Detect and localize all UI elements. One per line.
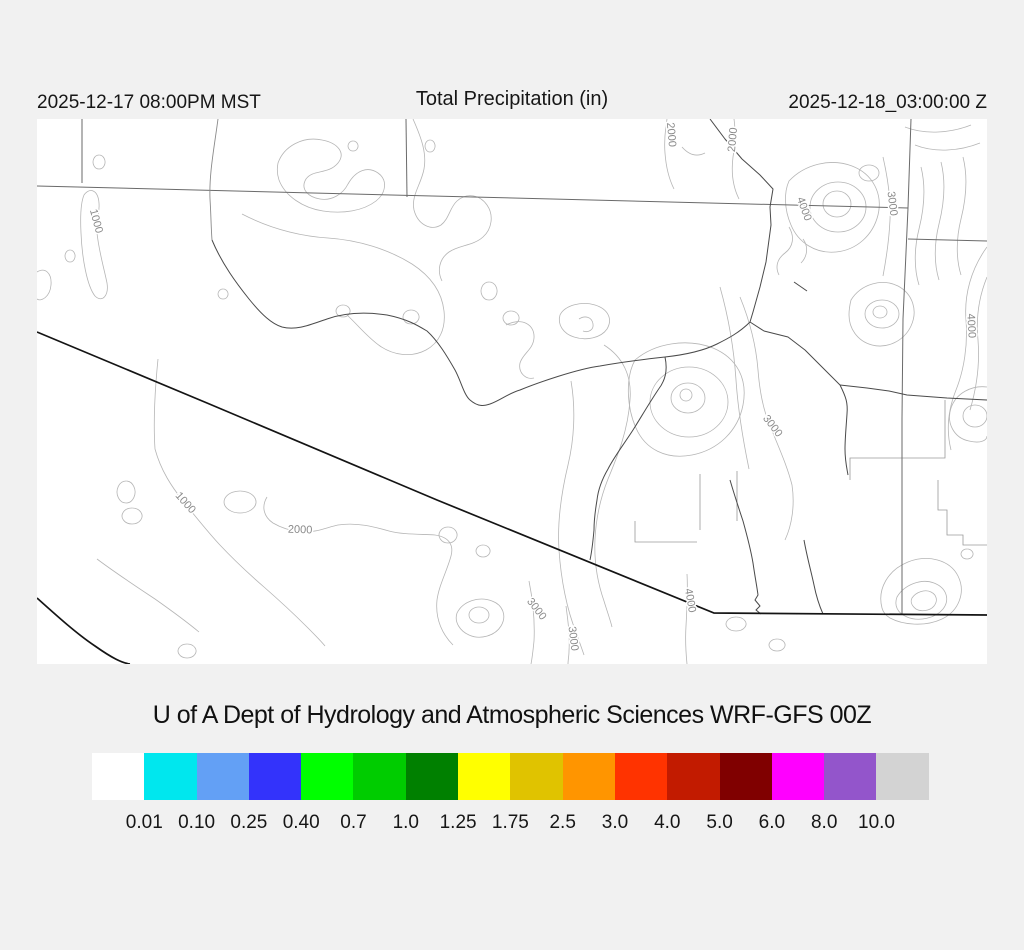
contour-label: 2000 <box>726 127 740 152</box>
colorbar-tick-label: 1.25 <box>439 812 477 833</box>
contour-label: 3000 <box>566 626 581 652</box>
colorbar-tick-label: 1.75 <box>491 812 529 833</box>
county-lines <box>634 400 987 546</box>
caption: U of A Dept of Hydrology and Atmospheric… <box>152 701 872 729</box>
colorbar <box>92 753 929 800</box>
colorbar-swatch <box>92 753 145 800</box>
colorbar-swatch <box>771 753 825 800</box>
contour-label: 3000 <box>524 596 549 623</box>
colorbar-tick-label: 0.10 <box>178 812 216 833</box>
state-borders <box>37 119 987 615</box>
colorbar-tick-label: 0.7 <box>340 812 367 833</box>
colorbar-tick-label: 4.0 <box>654 812 681 833</box>
contour-label: 1000 <box>87 208 105 235</box>
colorbar-tick-label: 6.0 <box>758 812 786 833</box>
init-time-label: 2025-12-17 08:00PM MST <box>37 92 261 113</box>
colorbar-swatch <box>196 753 249 800</box>
colorbar-swatch <box>458 753 511 800</box>
contour-label: 1000 <box>173 490 198 516</box>
plot-title: Total Precipitation (in) <box>415 88 609 110</box>
precip-map: 1000 1000 2000 2000 2000 4000 3000 4000 3000 3000… <box>37 119 987 664</box>
precip-map-canvas: 1000 1000 2000 2000 2000 4000 3000 4000 3000 3000… <box>37 119 987 664</box>
colorbar-tick-label: 8.0 <box>810 812 838 833</box>
colorbar-swatch <box>301 753 354 800</box>
colorbar-tick-label: 0.40 <box>282 812 320 833</box>
contour-label: 4000 <box>964 313 977 338</box>
colorbar-swatch <box>876 753 929 800</box>
valid-time-label: 2025-12-18_03:00:00 Z <box>788 92 987 113</box>
colorbar-swatch <box>562 753 615 800</box>
colorbar-swatch <box>353 753 406 800</box>
colorbar-tick-label: 5.0 <box>706 812 733 833</box>
contour-label: 4000 <box>794 195 814 222</box>
colorbar-swatch <box>667 753 720 800</box>
colorbar-tick-label: 0.01 <box>125 812 163 833</box>
colorbar-swatch <box>248 753 302 800</box>
colorbar-swatch <box>614 753 668 800</box>
colorbar-swatch <box>510 753 563 800</box>
colorbar-tick-label: 1.0 <box>392 812 420 833</box>
contour-label: 3000 <box>885 191 900 217</box>
colorbar-tick-label: 3.0 <box>601 812 629 833</box>
colorbar-ticks: 0.01 0.10 0.25 0.40 0.7 1.0 1.25 1.75 2.5 3.0 4.0 5… <box>92 812 929 836</box>
rivers <box>209 119 987 615</box>
colorbar-tick-label: 0.25 <box>230 812 268 833</box>
contour-label: 4000 <box>682 587 698 613</box>
colorbar-tick-label: 10.0 <box>858 812 895 833</box>
contour-label: 2000 <box>664 122 678 147</box>
colorbar-swatch <box>144 753 197 800</box>
colorbar-swatch <box>824 753 877 800</box>
colorbar-swatch <box>405 753 459 800</box>
international-border <box>37 331 987 664</box>
contour-labels: 1000 1000 2000 2000 2000 4000 3000 4000 3000 3000… <box>85 121 979 653</box>
contour-label: 2000 <box>288 524 313 537</box>
colorbar-tick-label: 2.5 <box>549 812 576 833</box>
colorbar-swatch <box>719 753 772 800</box>
contour-label: 3000 <box>760 413 785 440</box>
